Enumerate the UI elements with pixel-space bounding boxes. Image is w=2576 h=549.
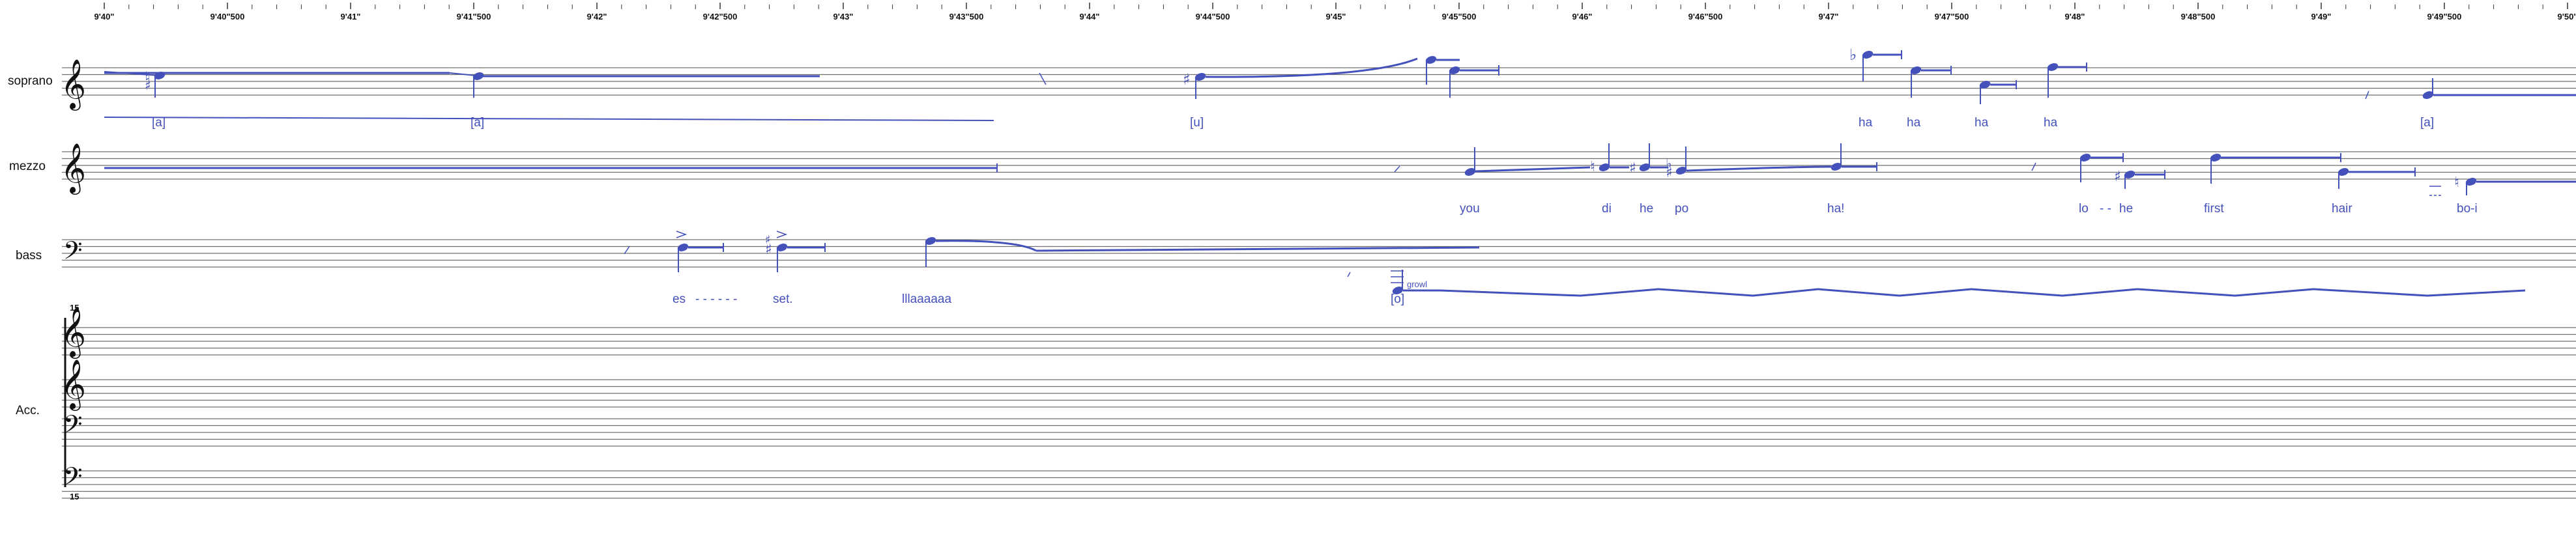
time-label: 9'43" bbox=[833, 12, 854, 21]
natural-icon: ♮ bbox=[2454, 175, 2459, 191]
growl-annotation: growl bbox=[1407, 279, 1427, 289]
accent-icon bbox=[676, 231, 687, 238]
octave-mark-15mb: 15 bbox=[70, 492, 79, 501]
lyric: ha bbox=[1859, 116, 1873, 130]
duration-line bbox=[1686, 165, 1832, 172]
time-label: 9'41" bbox=[341, 12, 361, 21]
time-label: 9'44" bbox=[1080, 12, 1100, 21]
lyric: ha bbox=[1975, 116, 1989, 130]
staff-lines bbox=[62, 67, 2576, 499]
duration-line bbox=[935, 240, 1037, 252]
gliss-line bbox=[1394, 165, 1400, 173]
lyric: he bbox=[1640, 202, 1653, 216]
gliss-line bbox=[449, 72, 476, 76]
bass-clef-icon: 𝄢 bbox=[63, 236, 83, 271]
time-label: 9'43"500 bbox=[949, 12, 984, 21]
bass-clef-icon: 𝄢 bbox=[63, 410, 83, 445]
lyric: first bbox=[2204, 202, 2224, 216]
lyric: - - bbox=[2100, 202, 2111, 216]
lyric: [a] bbox=[2420, 116, 2434, 130]
time-label: 9'42"500 bbox=[703, 12, 738, 21]
time-label: 9'47" bbox=[1819, 12, 1839, 21]
lyric: ha bbox=[2044, 116, 2058, 130]
natural-icon: ♮ bbox=[1590, 159, 1595, 175]
lyric: po bbox=[1675, 202, 1688, 216]
mezzo-lyrics: you di he po ha! lo - - he first hair bo… bbox=[1460, 202, 2478, 216]
lyric: lllaaaaaa bbox=[902, 292, 951, 306]
lyric: you bbox=[1460, 202, 1480, 216]
sharp-icon: ♯ bbox=[765, 242, 772, 258]
time-label: 9'44"500 bbox=[1196, 12, 1230, 21]
sharp-icon: ♯ bbox=[1629, 160, 1636, 176]
time-label: 9'41"500 bbox=[457, 12, 491, 21]
lyric: hair bbox=[2332, 202, 2352, 216]
treble-clef-icon: 𝄞 bbox=[61, 59, 86, 111]
duration-line bbox=[1475, 166, 1591, 173]
staff-name-acc: Acc. bbox=[16, 404, 40, 417]
time-label: 9'40" bbox=[94, 12, 115, 21]
time-label: 9'50" bbox=[2558, 12, 2576, 21]
bass-part: ♯ ♯ bbox=[624, 231, 2526, 297]
time-label: 9'45"500 bbox=[1442, 12, 1477, 21]
gliss-line bbox=[1039, 72, 1047, 85]
time-label: 9'45" bbox=[1326, 12, 1346, 21]
sharp-icon: ♯ bbox=[2114, 169, 2121, 185]
soprano-lyrics: [a] [a] [u] ha ha ha ha [a] bbox=[152, 116, 2434, 130]
lyric: ha bbox=[1907, 116, 1921, 130]
gliss-line bbox=[2365, 91, 2369, 100]
duration-line bbox=[1205, 57, 1418, 78]
staff-name-bass: bass bbox=[16, 249, 42, 262]
time-label: 9'46"500 bbox=[1688, 12, 1723, 21]
phrase-line bbox=[104, 117, 994, 121]
lyric: [a] bbox=[470, 116, 484, 130]
time-label: 9'49" bbox=[2311, 12, 2332, 21]
soprano-part: ♮ ♯ ♯ ♭ bbox=[104, 46, 2576, 121]
time-label: 9'48"500 bbox=[2181, 12, 2216, 21]
lyric: [a] bbox=[152, 116, 166, 130]
time-label: 9'40"500 bbox=[210, 12, 245, 21]
lyric: [o] bbox=[1391, 292, 1404, 306]
time-ruler: 9'40" 9'40"500 9'41" 9'41"500 9'42" 9'42"500 9… bbox=[94, 3, 2576, 21]
sharp-icon: ♮ bbox=[145, 68, 151, 87]
lyric: bo-i bbox=[2457, 202, 2478, 216]
lyric: - - - - - - bbox=[695, 292, 737, 306]
sharp-icon: ♯ bbox=[765, 233, 771, 247]
lyric: [u] bbox=[1190, 116, 1204, 130]
lyric: he bbox=[2119, 202, 2133, 216]
bass-lyrics: es - - - - - - set. lllaaaaaa [o] growl bbox=[673, 279, 1427, 306]
staff-name-soprano: soprano bbox=[8, 74, 53, 88]
octave-mark-15ma: 15 bbox=[70, 303, 79, 313]
bass-clef-icon: 𝄢 bbox=[63, 462, 83, 497]
time-label: 9'49"500 bbox=[2427, 12, 2462, 21]
staff-name-mezzo: mezzo bbox=[9, 160, 46, 173]
sharp-icon: ♯ bbox=[1666, 165, 1673, 181]
time-label: 9'48" bbox=[2065, 12, 2085, 21]
time-label: 9'42" bbox=[587, 12, 607, 21]
gliss-line bbox=[104, 71, 160, 76]
gliss-line bbox=[624, 246, 630, 255]
lyric: set. bbox=[773, 292, 793, 306]
flat-icon: ♭ bbox=[1849, 46, 1857, 64]
gliss-line bbox=[2031, 162, 2036, 171]
lyric: lo bbox=[2079, 202, 2089, 216]
lyric: ha! bbox=[1827, 202, 1844, 216]
lyric: es bbox=[673, 292, 686, 306]
treble-clef-icon: 𝄞 bbox=[61, 143, 86, 195]
lyric: di bbox=[1602, 202, 1612, 216]
time-label: 9'46" bbox=[1572, 12, 1593, 21]
time-label: 9'47"500 bbox=[1935, 12, 1969, 21]
sharp-icon: ♯ bbox=[145, 77, 151, 93]
sharp-icon: ♯ bbox=[1183, 70, 1191, 89]
accent-icon bbox=[776, 231, 788, 238]
gliss-line bbox=[1347, 272, 1351, 277]
flat-icon: ♭ bbox=[1666, 156, 1672, 171]
growl-line bbox=[1403, 288, 2526, 297]
duration-line bbox=[1035, 246, 1480, 252]
mezzo-part: ♮ ♯ ♯ ♭ ♯ ♮ bbox=[104, 143, 2576, 196]
